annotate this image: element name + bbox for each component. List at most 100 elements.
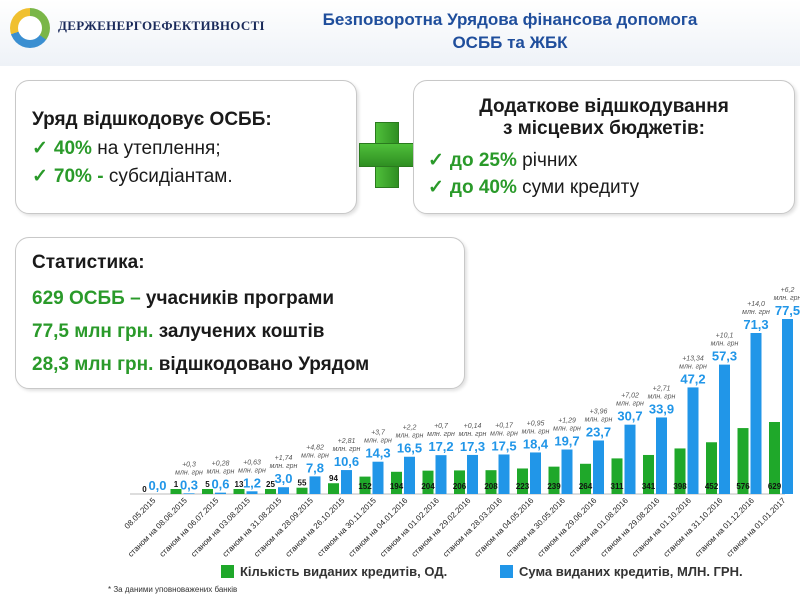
tick-label-11: станом на 28.03.2016	[441, 496, 504, 559]
tick-label-18: станом на 31.10.2016	[662, 496, 725, 559]
bar-count-17	[674, 448, 686, 494]
label-increment-16: +2,71 млн. грн	[648, 385, 676, 400]
bar-sum-14	[593, 440, 604, 494]
check-icon: ✓	[428, 150, 444, 171]
label-sum-10: 17,3	[460, 439, 485, 454]
bar-count-19	[737, 428, 749, 494]
label-sum-18: 57,3	[712, 349, 737, 364]
logo-text: ДЕРЖЕНЕРГОЕФЕКТИВНОСТІ	[58, 18, 265, 33]
page-title: Безповоротна Урядова фінансова допомога …	[250, 8, 770, 54]
label-sum-15: 30,7	[617, 409, 642, 424]
tick-label-20: станом на 01.01.2017	[725, 496, 788, 559]
label-increment-6: +2,81 млн. грн	[333, 438, 361, 453]
legend-label-sum: Сума виданих кредитів, МЛН. ГРН.	[519, 564, 743, 579]
stat-compensated-value: 28,3 млн грн.	[32, 354, 154, 375]
bar-count-9	[422, 470, 434, 494]
label-increment-10: +0,14 млн. грн	[459, 423, 487, 438]
label-increment-20: +6,2 млн. грн	[774, 287, 800, 302]
tick-label-10: станом на 29.02.2016	[410, 496, 473, 559]
label-sum-13: 19,7	[554, 434, 579, 449]
statistics-heading: Статистика:	[32, 252, 145, 273]
tick-label-7: станом на 30.11.2015	[316, 496, 379, 559]
label-count-15: 311	[611, 482, 624, 491]
local-item-credit-text: суми кредиту	[516, 177, 640, 198]
label-sum-6: 10,6	[334, 454, 359, 469]
local-item-annual-value: до 25%	[449, 150, 517, 171]
stat-participants: 629 ОСББ – учасників програми	[32, 288, 334, 310]
bar-sum-18	[719, 364, 730, 494]
label-increment-11: +0,17 млн. грн	[490, 422, 518, 437]
label-sum-17: 47,2	[680, 371, 705, 386]
stat-compensated-text: відшкодовано Урядом	[153, 354, 370, 375]
bar-sum-20	[782, 319, 793, 494]
label-sum-19: 71,3	[743, 317, 768, 332]
bar-sum-7	[372, 461, 384, 494]
label-sum-11: 17,5	[491, 438, 516, 453]
label-count-17: 398	[673, 482, 687, 491]
check-icon: ✓	[32, 138, 48, 159]
bar-sum-16	[656, 417, 667, 494]
label-count-4: 25	[266, 480, 275, 489]
tick-label-13: станом на 30.05.2016	[504, 496, 567, 559]
local-item-annual: ✓ до 25% річних	[428, 149, 577, 172]
gov-item-insulation: ✓ 40% на утеплення;	[32, 137, 221, 160]
bar-sum-10	[467, 454, 478, 494]
tick-label-5: станом на 28.09.2015	[252, 496, 315, 559]
legend-label-count: Кількість виданих кредитів, ОД.	[240, 564, 448, 579]
label-sum-3: 1,2	[243, 475, 261, 490]
label-increment-5: +4,82 млн. грн	[301, 444, 329, 459]
gov-item-insulation-text: на утеплення;	[91, 138, 221, 159]
tick-label-6: станом на 26.10.2015	[284, 496, 347, 559]
tick-label-1: станом на 08.06.2015	[126, 496, 189, 559]
statistics-box: Статистика: 629 ОСББ – учасників програм…	[15, 237, 465, 389]
bar-sum-12	[530, 452, 541, 494]
page-title-line1: Безповоротна Урядова фінансова допомога	[322, 10, 698, 29]
label-count-8: 194	[390, 482, 404, 491]
label-increment-14: +3,96 млн. грн	[585, 408, 613, 423]
bar-count-2	[202, 489, 213, 494]
label-count-3: 13	[235, 480, 244, 489]
bar-count-6	[328, 483, 339, 494]
label-increment-19: +14,0 млн. грн	[742, 301, 770, 316]
bar-count-5	[296, 487, 308, 494]
tick-label-14: станом на 29.06.2016	[536, 496, 599, 559]
stat-raised-value: 77,5 млн грн.	[32, 321, 154, 342]
tick-label-9: станом на 01.02.2016	[378, 496, 441, 559]
bar-count-11	[485, 470, 497, 494]
label-count-10: 206	[453, 482, 467, 491]
tick-label-12: станом на 04.05.2016	[473, 496, 536, 559]
bar-sum-17	[687, 387, 699, 494]
logo-icon-center	[18, 16, 42, 40]
tick-label-3: станом на 03.08.2015	[189, 496, 252, 559]
local-item-credit-value: до 40%	[449, 177, 517, 198]
tick-label-17: станом на 01.10.2016	[630, 496, 693, 559]
legend-swatch-count	[221, 565, 234, 578]
bar-count-12	[517, 468, 528, 494]
bar-sum-2	[215, 492, 226, 494]
bar-sum-5	[309, 476, 321, 494]
bar-count-16	[643, 454, 654, 494]
label-count-16: 341	[642, 482, 656, 491]
label-sum-9: 17,2	[428, 439, 453, 454]
label-count-9: 204	[421, 482, 435, 491]
bar-count-8	[391, 471, 402, 494]
tick-label-4: станом на 31.08.2015	[221, 496, 284, 559]
local-compensation-box: Додаткове відшкодування з місцевих бюдже…	[413, 80, 795, 214]
gov-item-subsidy-text: субсидіантам.	[103, 166, 233, 187]
bar-count-20	[769, 422, 780, 494]
label-count-6: 94	[329, 474, 338, 483]
tick-label-8: станом на 04.01.2016	[347, 496, 410, 559]
footnote: * За даними уповноважених банків	[108, 585, 238, 594]
bar-count-15	[611, 458, 623, 494]
local-item-annual-text: річних	[516, 150, 578, 171]
bar-sum-11	[498, 454, 510, 494]
bar-count-1	[170, 489, 182, 494]
label-increment-2: +0,28 млн. грн	[207, 461, 235, 476]
bar-count-7	[359, 476, 371, 494]
bar-count-18	[706, 442, 717, 494]
label-sum-5: 7,8	[306, 460, 324, 475]
tick-label-16: станом на 29.08.2016	[599, 496, 662, 559]
bar-count-13	[548, 466, 560, 494]
bar-sum-6	[341, 470, 352, 494]
